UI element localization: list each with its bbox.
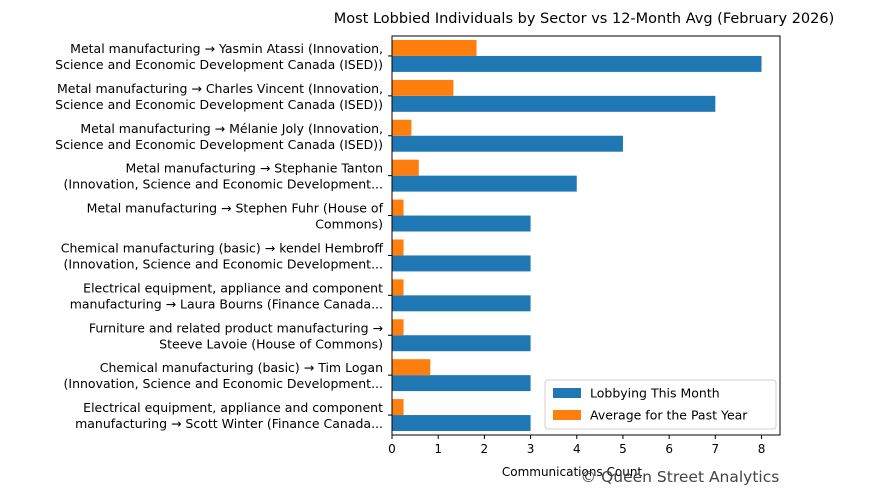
bar-this-month bbox=[392, 255, 531, 272]
x-tick-label: 5 bbox=[619, 442, 627, 456]
category-label: Metal manufacturing → Charles Vincent (I… bbox=[55, 81, 383, 112]
category-label: Metal manufacturing → Stephanie Tanton (I… bbox=[64, 161, 383, 192]
x-tick-label: 6 bbox=[665, 442, 673, 456]
bar-this-month bbox=[392, 215, 531, 232]
bar-past-year-average bbox=[392, 159, 419, 176]
bar-past-year-average bbox=[392, 79, 454, 96]
x-tick-label: 2 bbox=[481, 442, 489, 456]
bar-past-year-average bbox=[392, 199, 404, 216]
legend-label: Lobbying This Month bbox=[590, 386, 720, 401]
category-label: Chemical manufacturing (basic) → Tim Log… bbox=[64, 360, 383, 391]
x-axis-ticks: 0 1 2 3 4 5 6 7 8 bbox=[388, 435, 765, 456]
bar-past-year-average bbox=[392, 359, 431, 376]
x-tick-label: 0 bbox=[388, 442, 396, 456]
bars bbox=[392, 39, 762, 432]
category-labels: Metal manufacturing → Yasmin Atassi (Inn… bbox=[55, 41, 392, 431]
plot-frame bbox=[391, 35, 781, 436]
watermark: © Queen Street Analytics bbox=[581, 468, 780, 486]
legend-swatch bbox=[553, 410, 581, 420]
x-tick-label: 7 bbox=[712, 442, 720, 456]
bar-past-year-average bbox=[392, 39, 477, 56]
category-label: Chemical manufacturing (basic) → kendel … bbox=[61, 240, 384, 271]
category-label: Metal manufacturing → Mélanie Joly (Inno… bbox=[55, 121, 383, 152]
bar-past-year-average bbox=[392, 119, 412, 136]
bar-this-month bbox=[392, 375, 531, 392]
x-tick-label: 1 bbox=[434, 442, 442, 456]
x-tick-label: 3 bbox=[527, 442, 535, 456]
legend-swatch bbox=[553, 388, 581, 398]
x-tick-label: 8 bbox=[758, 442, 766, 456]
bar-this-month bbox=[392, 415, 531, 432]
chart-title: Most Lobbied Individuals by Sector vs 12… bbox=[334, 11, 835, 27]
category-label: Electrical equipment, appliance and comp… bbox=[75, 400, 383, 431]
category-label: Electrical equipment, appliance and comp… bbox=[70, 280, 383, 311]
bar-this-month bbox=[392, 135, 623, 152]
legend: Lobbying This Month Average for the Past … bbox=[544, 379, 777, 430]
legend-label: Average for the Past Year bbox=[590, 408, 748, 423]
x-tick-label: 4 bbox=[573, 442, 581, 456]
bar-past-year-average bbox=[392, 279, 404, 296]
category-label: Metal manufacturing → Stephen Fuhr (Hous… bbox=[87, 201, 384, 232]
legend-box bbox=[544, 379, 777, 430]
bar-this-month bbox=[392, 175, 577, 192]
bar-past-year-average bbox=[392, 399, 404, 416]
bar-past-year-average bbox=[392, 239, 404, 256]
bar-past-year-average bbox=[392, 319, 404, 336]
bar-this-month bbox=[392, 95, 716, 112]
bar-this-month bbox=[392, 55, 762, 72]
bar-this-month bbox=[392, 295, 531, 312]
category-label: Furniture and related product manufactur… bbox=[89, 320, 383, 351]
x-axis-label: Communications Count bbox=[502, 465, 643, 479]
bar-this-month bbox=[392, 335, 531, 352]
category-label: Metal manufacturing → Yasmin Atassi (Inn… bbox=[55, 41, 383, 72]
